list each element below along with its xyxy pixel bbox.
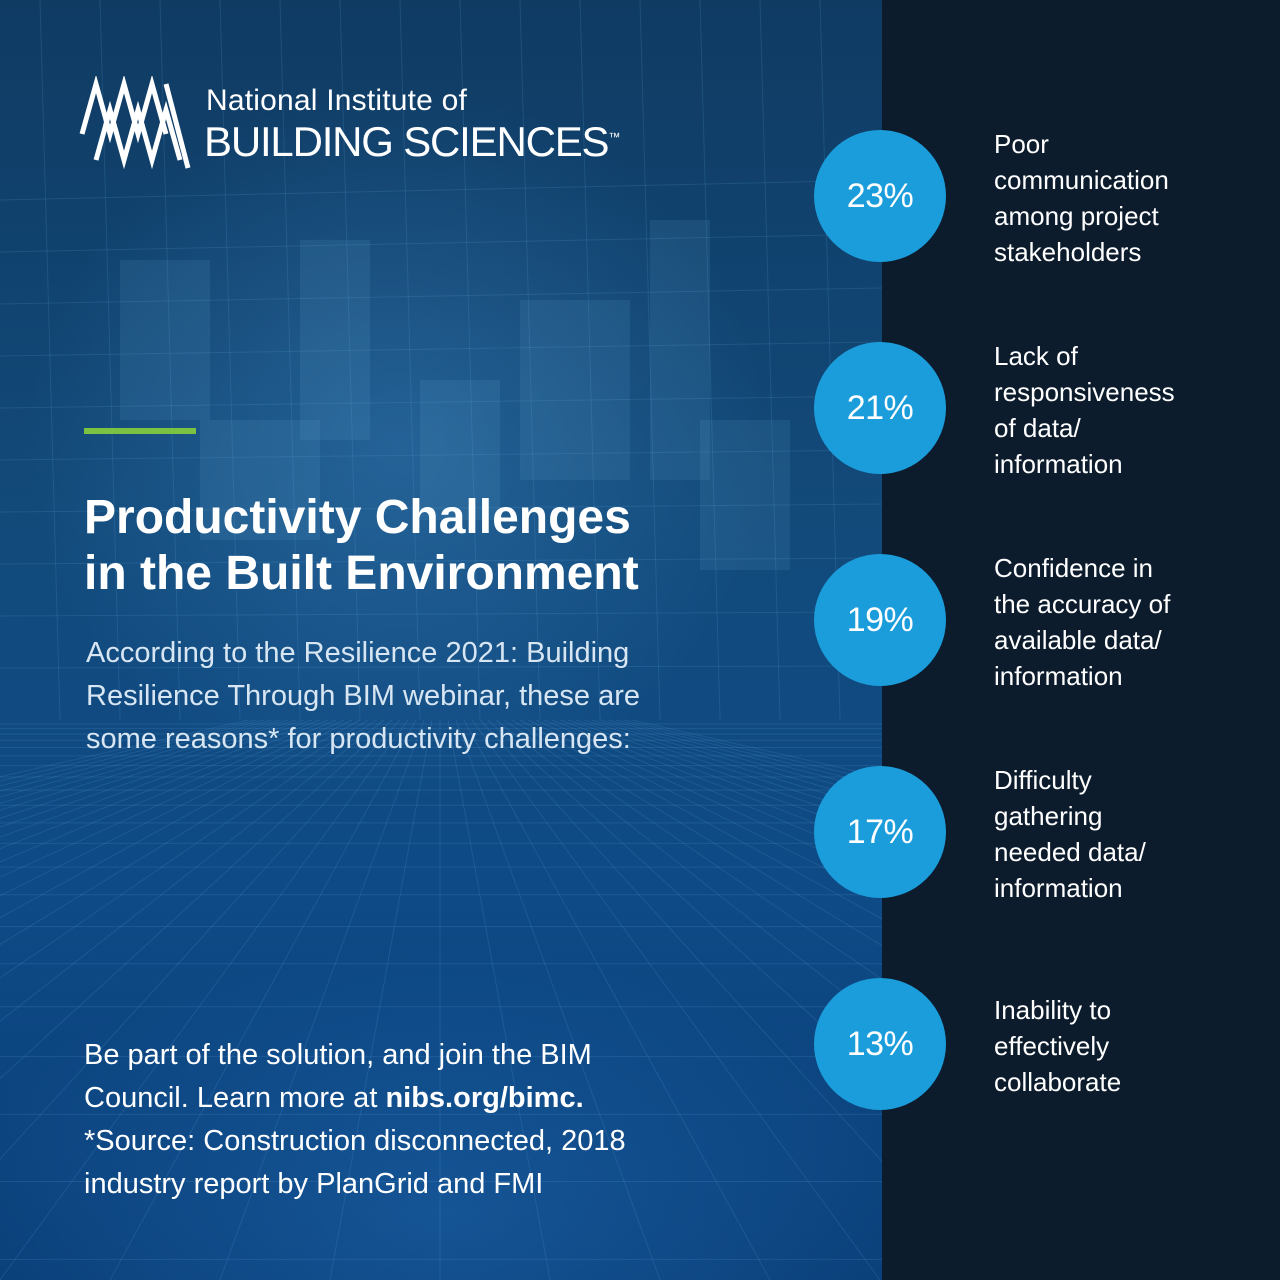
stat-label-line: Poor [994,129,1049,159]
title-line-2: in the Built Environment [84,547,639,600]
intro-line-1: According to the Resilience 2021: Buildi… [86,637,630,669]
page-title: Productivity Challenges in the Built Env… [84,490,784,602]
cta-line-2-prefix: Council. Learn more at [84,1082,386,1114]
accent-bar [84,428,196,434]
trademark-symbol: ™ [608,130,620,144]
stat-label-line: among project [994,201,1159,231]
logo-line-2: BUILDING SCIENCES™ [204,118,620,166]
stat-circle: 13% [814,978,946,1110]
cta-line-2: Council. Learn more at nibs.org/bimc. [84,1077,784,1120]
intro-line-3: some reasons* for productivity challenge… [86,723,631,755]
stat-label-line: Lack of [994,341,1078,371]
stat-label-line: Difficulty [994,765,1092,795]
stat-label: Poor communication among project stakeho… [994,126,1274,270]
call-to-action: Be part of the solution, and join the BI… [84,1034,784,1206]
title-line-1: Productivity Challenges [84,491,631,544]
nibs-logo-icon [79,76,191,170]
stats-panel [882,0,1280,1280]
stat-label-line: gathering [994,801,1103,831]
stat-label: Confidence in the accuracy of available … [994,550,1274,694]
stat-label-line: Confidence in [994,553,1153,583]
stat-label-line: collaborate [994,1067,1122,1097]
source-line-2: industry report by PlanGrid and FMI [84,1168,544,1200]
bimc-link[interactable]: nibs.org/bimc. [385,1082,584,1114]
logo-line-1: National Institute of [206,84,468,117]
logo: National Institute of BUILDING SCIENCES™ [78,76,620,176]
stat-label-line: available data/ [994,625,1162,655]
stat-circle: 19% [814,554,946,686]
stat-label-line: information [994,661,1123,691]
logo-line-2-text: BUILDING SCIENCES [204,118,610,165]
stat-circle: 23% [814,130,946,262]
stat-label-line: of data/ [994,413,1081,443]
stat-label: Inability to effectively collaborate [994,992,1274,1100]
stat-label-line: stakeholders [994,237,1142,267]
intro-text: According to the Resilience 2021: Buildi… [86,632,766,761]
stat-label-line: responsiveness [994,377,1175,407]
stat-label-line: information [994,873,1123,903]
cta-line-1: Be part of the solution, and join the BI… [84,1039,592,1071]
stat-circle: 17% [814,766,946,898]
stat-label-line: the accuracy of [994,589,1171,619]
stat-label: Lack of responsiveness of data/ informat… [994,338,1274,482]
stat-label-line: communication [994,165,1169,195]
stat-label-line: effectively [994,1031,1110,1061]
stat-label-line: Inability to [994,995,1112,1025]
source-line-1: *Source: Construction disconnected, 2018 [84,1125,626,1157]
grid-background-graphic [0,0,882,1280]
background-panel [0,0,882,1280]
stat-label-line: needed data/ [994,837,1146,867]
stat-label: Difficulty gathering needed data/ inform… [994,762,1274,906]
stat-label-line: information [994,449,1123,479]
stat-circle: 21% [814,342,946,474]
intro-line-2: Resilience Through BIM webinar, these ar… [86,680,640,712]
